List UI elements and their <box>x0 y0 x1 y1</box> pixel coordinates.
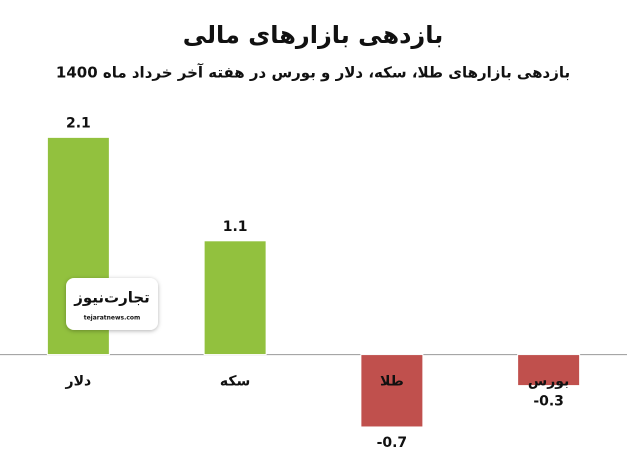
chart-title: بازدهی بازارهای مالی <box>183 21 443 49</box>
watermark-box <box>66 278 158 330</box>
chart-subtitle: بازدهی بازارهای طلا، سکه، دلار و بورس در… <box>56 64 570 82</box>
value-label: -0.3 <box>533 394 564 410</box>
x-tick-label: بورس <box>528 374 569 390</box>
value-label: -0.7 <box>377 435 408 451</box>
value-label: 2.1 <box>66 115 91 131</box>
watermark-name: تجارت‌نیوز <box>73 289 150 307</box>
x-tick-label: طلا <box>380 374 404 390</box>
value-label: 1.1 <box>223 219 248 235</box>
bar <box>360 354 424 428</box>
x-tick-label: دلار <box>65 374 92 390</box>
watermark: تجارت‌نیوز tejaratnews.com <box>66 278 158 330</box>
x-tick-label: سکه <box>220 374 250 390</box>
bar <box>203 240 267 356</box>
bar <box>517 354 581 387</box>
watermark-url: tejaratnews.com <box>84 315 141 322</box>
